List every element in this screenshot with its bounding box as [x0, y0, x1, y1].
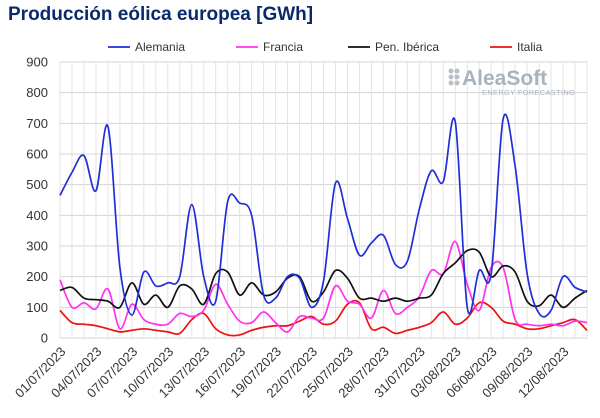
legend-label-pen-iberica: Pen. Ibérica	[375, 40, 439, 54]
aleasoft-logo-icon	[448, 68, 460, 86]
legend: Alemania Francia Pen. Ibérica Italia	[108, 40, 543, 54]
y-tick-label: 500	[26, 177, 48, 192]
y-tick-label: 300	[26, 239, 48, 254]
y-tick-label: 100	[26, 300, 48, 315]
legend-label-francia: Francia	[263, 40, 303, 54]
legend-label-italia: Italia	[517, 40, 543, 54]
series-line-italia	[59, 299, 588, 337]
series-line-alemania	[59, 113, 588, 318]
y-tick-label: 900	[26, 55, 48, 70]
chart-title: Producción eólica europea [GWh]	[8, 4, 314, 25]
y-tick-label: 0	[41, 331, 48, 346]
grid-layer	[59, 61, 588, 339]
series-line-pen-iberica	[59, 248, 588, 309]
y-tick-label: 400	[26, 208, 48, 223]
series-line-francia	[59, 240, 588, 333]
watermark-tagline: ENERGY FORECASTING	[482, 88, 575, 97]
y-tick-label: 600	[26, 147, 48, 162]
y-tick-label: 200	[26, 269, 48, 284]
legend-label-alemania: Alemania	[135, 40, 185, 54]
series-layer	[59, 113, 588, 337]
watermark-brand: AleaSoft	[462, 67, 547, 90]
y-tick-label: 700	[26, 116, 48, 131]
watermark: AleaSoft ENERGY FORECASTING	[448, 67, 575, 97]
y-tick-label: 800	[26, 85, 48, 100]
